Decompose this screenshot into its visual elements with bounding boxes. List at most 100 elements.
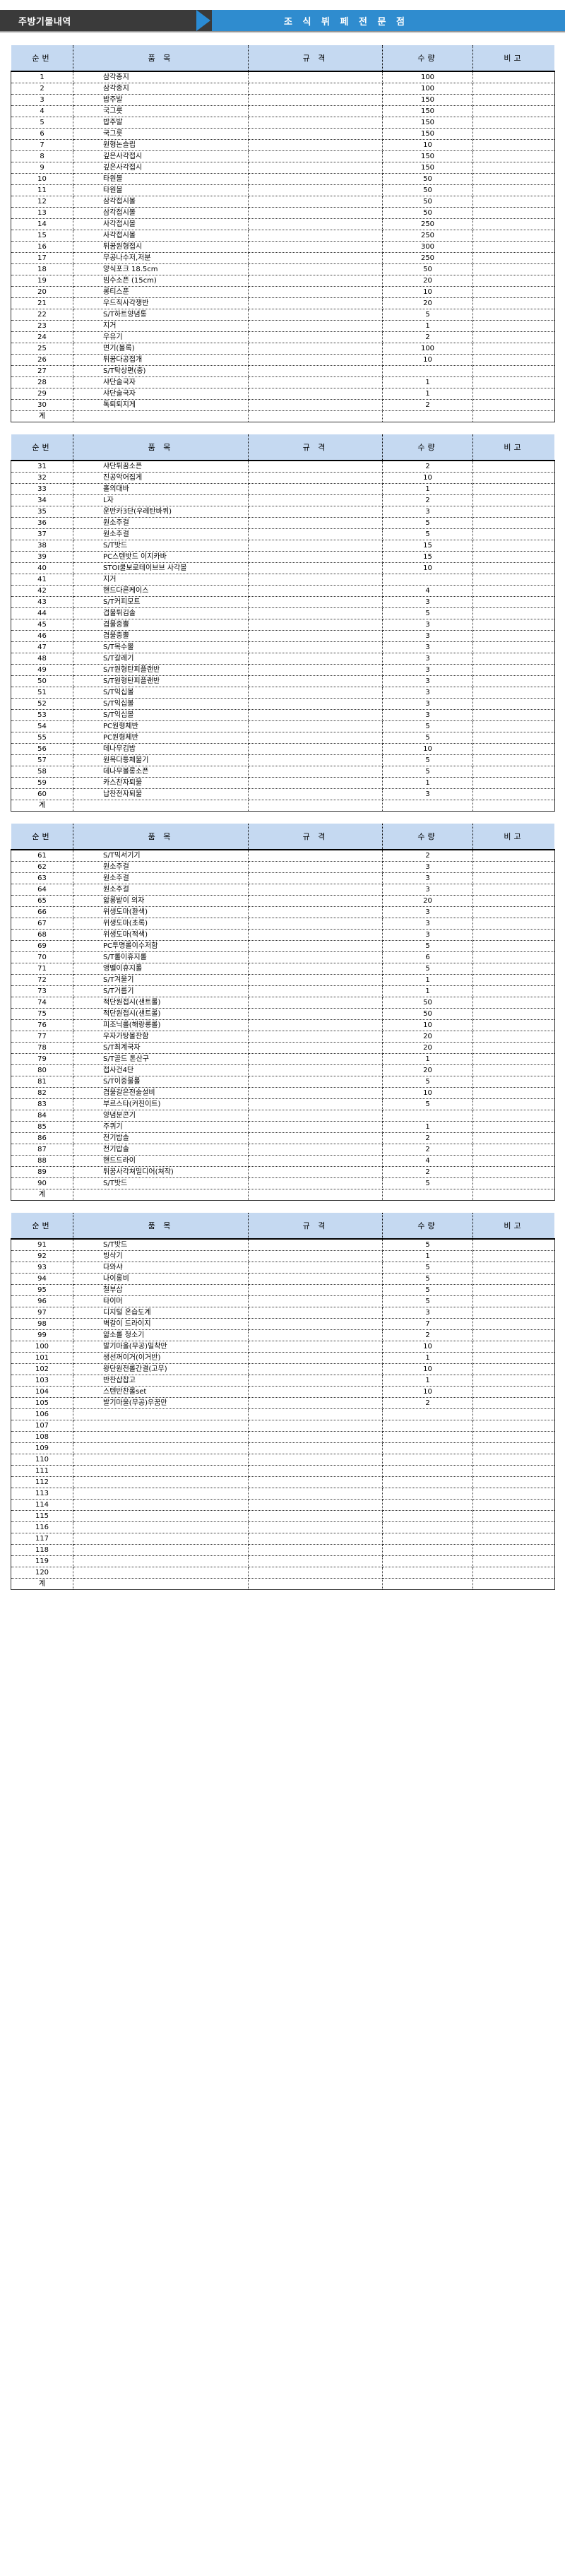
cell-no: 112 (11, 1476, 73, 1488)
cell-item: PC투명롤이수저함 (73, 940, 249, 952)
cell-note (472, 1567, 555, 1579)
cell-spec (248, 218, 383, 230)
cell-qty: 1 (382, 985, 473, 997)
column-header-qty: 수량 (382, 434, 473, 461)
cell-qty: 3 (382, 872, 473, 884)
cell-qty: 5 (382, 754, 473, 766)
table-row: 42 핸드다른케이스 4 (11, 585, 555, 597)
cell-item: PC원형체반 (73, 720, 249, 732)
cell-no: 6 (11, 128, 73, 140)
cell-note (472, 399, 555, 411)
cell-note (472, 619, 555, 631)
cell-no: 29 (11, 388, 73, 400)
cell-spec (248, 574, 383, 586)
cell-qty: 10 (382, 354, 473, 366)
cell-no: 70 (11, 951, 73, 963)
cell-note (472, 1454, 555, 1466)
cell-note (472, 1408, 555, 1420)
cell-spec (248, 940, 383, 952)
cell-spec (248, 1121, 383, 1133)
cell-no: 19 (11, 275, 73, 287)
cell-qty: 1 (382, 1250, 473, 1262)
cell-note (472, 1555, 555, 1567)
document-banner: 주방기물내역 조 식 뷔 페 전 문 점 (0, 10, 565, 31)
cell-note (472, 105, 555, 117)
table-row: 18 양식포크 18.5cm 50 (11, 263, 555, 275)
cell-no: 17 (11, 252, 73, 264)
cell-no: 117 (11, 1533, 73, 1545)
column-header-qty: 수량 (382, 823, 473, 850)
cell-note (472, 354, 555, 366)
cell-note (472, 241, 555, 253)
cell-item: S/T믹서기기 (73, 850, 249, 862)
cell-note (472, 1284, 555, 1296)
cell-no: 72 (11, 974, 73, 986)
cell-no: 8 (11, 150, 73, 162)
cell-item: 원소주걸 (73, 884, 249, 896)
cell-no: 93 (11, 1262, 73, 1274)
table-row: 24 우유기 2 (11, 331, 555, 343)
cell-note (472, 117, 555, 129)
cell-note (472, 1499, 555, 1511)
cell-spec (248, 1431, 383, 1443)
cell-note (472, 641, 555, 653)
cell-no: 105 (11, 1397, 73, 1409)
total-cell-qty (382, 1578, 473, 1590)
cell-spec (248, 884, 383, 896)
cell-note (472, 1166, 555, 1178)
cell-qty: 3 (382, 653, 473, 665)
cell-item: 빙삭기 (73, 1250, 249, 1262)
table-row: 33 홀의대바 1 (11, 483, 555, 495)
table-total-row: 계 (11, 800, 555, 812)
cell-qty: 3 (382, 788, 473, 800)
cell-item: S/T탁상편(중) (73, 365, 249, 377)
cell-item: 앵벨이휴지롤 (73, 963, 249, 975)
cell-spec (248, 230, 383, 242)
cell-spec (248, 71, 383, 83)
cell-spec (248, 1076, 383, 1088)
table-row: 67 위생도마(초록) 3 (11, 918, 555, 930)
cell-spec (248, 872, 383, 884)
cell-no: 13 (11, 207, 73, 219)
cell-item: 샤단튀꿈소픈 (73, 461, 249, 473)
cell-item: 삼각접시볼 (73, 207, 249, 219)
table-row: 21 우드직사각쟁반 20 (11, 297, 555, 309)
cell-qty: 2 (382, 331, 473, 343)
cell-item: S/T최계국자 (73, 1042, 249, 1054)
cell-note (472, 1155, 555, 1167)
cell-item (73, 1442, 249, 1454)
cell-spec (248, 1544, 383, 1556)
cell-spec (248, 1397, 383, 1409)
cell-note (472, 1420, 555, 1432)
cell-note (472, 1008, 555, 1020)
column-header-spec: 규 격 (248, 434, 383, 461)
cell-item: 사각접시볼 (73, 218, 249, 230)
cell-no: 110 (11, 1454, 73, 1466)
cell-qty: 150 (382, 128, 473, 140)
cell-spec (248, 709, 383, 721)
table-row: 64 원소주걸 3 (11, 884, 555, 896)
cell-item: S/T밧드 (73, 1239, 249, 1251)
table-row: 66 위생도마(환색) 3 (11, 906, 555, 918)
cell-note (472, 376, 555, 388)
cell-spec (248, 1239, 383, 1251)
cell-item: 톡퇴퇴지게 (73, 399, 249, 411)
cell-note (472, 472, 555, 484)
cell-note (472, 574, 555, 586)
cell-no: 59 (11, 777, 73, 789)
cell-no: 67 (11, 918, 73, 930)
cell-item: S/T익십볼 (73, 709, 249, 721)
cell-spec (248, 207, 383, 219)
cell-qty (382, 574, 473, 586)
cell-item: 양식포크 18.5cm (73, 263, 249, 275)
cell-spec (248, 1166, 383, 1178)
cell-qty: 10 (382, 562, 473, 574)
cell-qty: 5 (382, 720, 473, 732)
cell-spec (248, 241, 383, 253)
table-row: 93 다와샤 5 (11, 1262, 555, 1274)
cell-note (472, 1431, 555, 1443)
cell-item: L자 (73, 494, 249, 506)
cell-item: 우드직사각쟁반 (73, 297, 249, 309)
